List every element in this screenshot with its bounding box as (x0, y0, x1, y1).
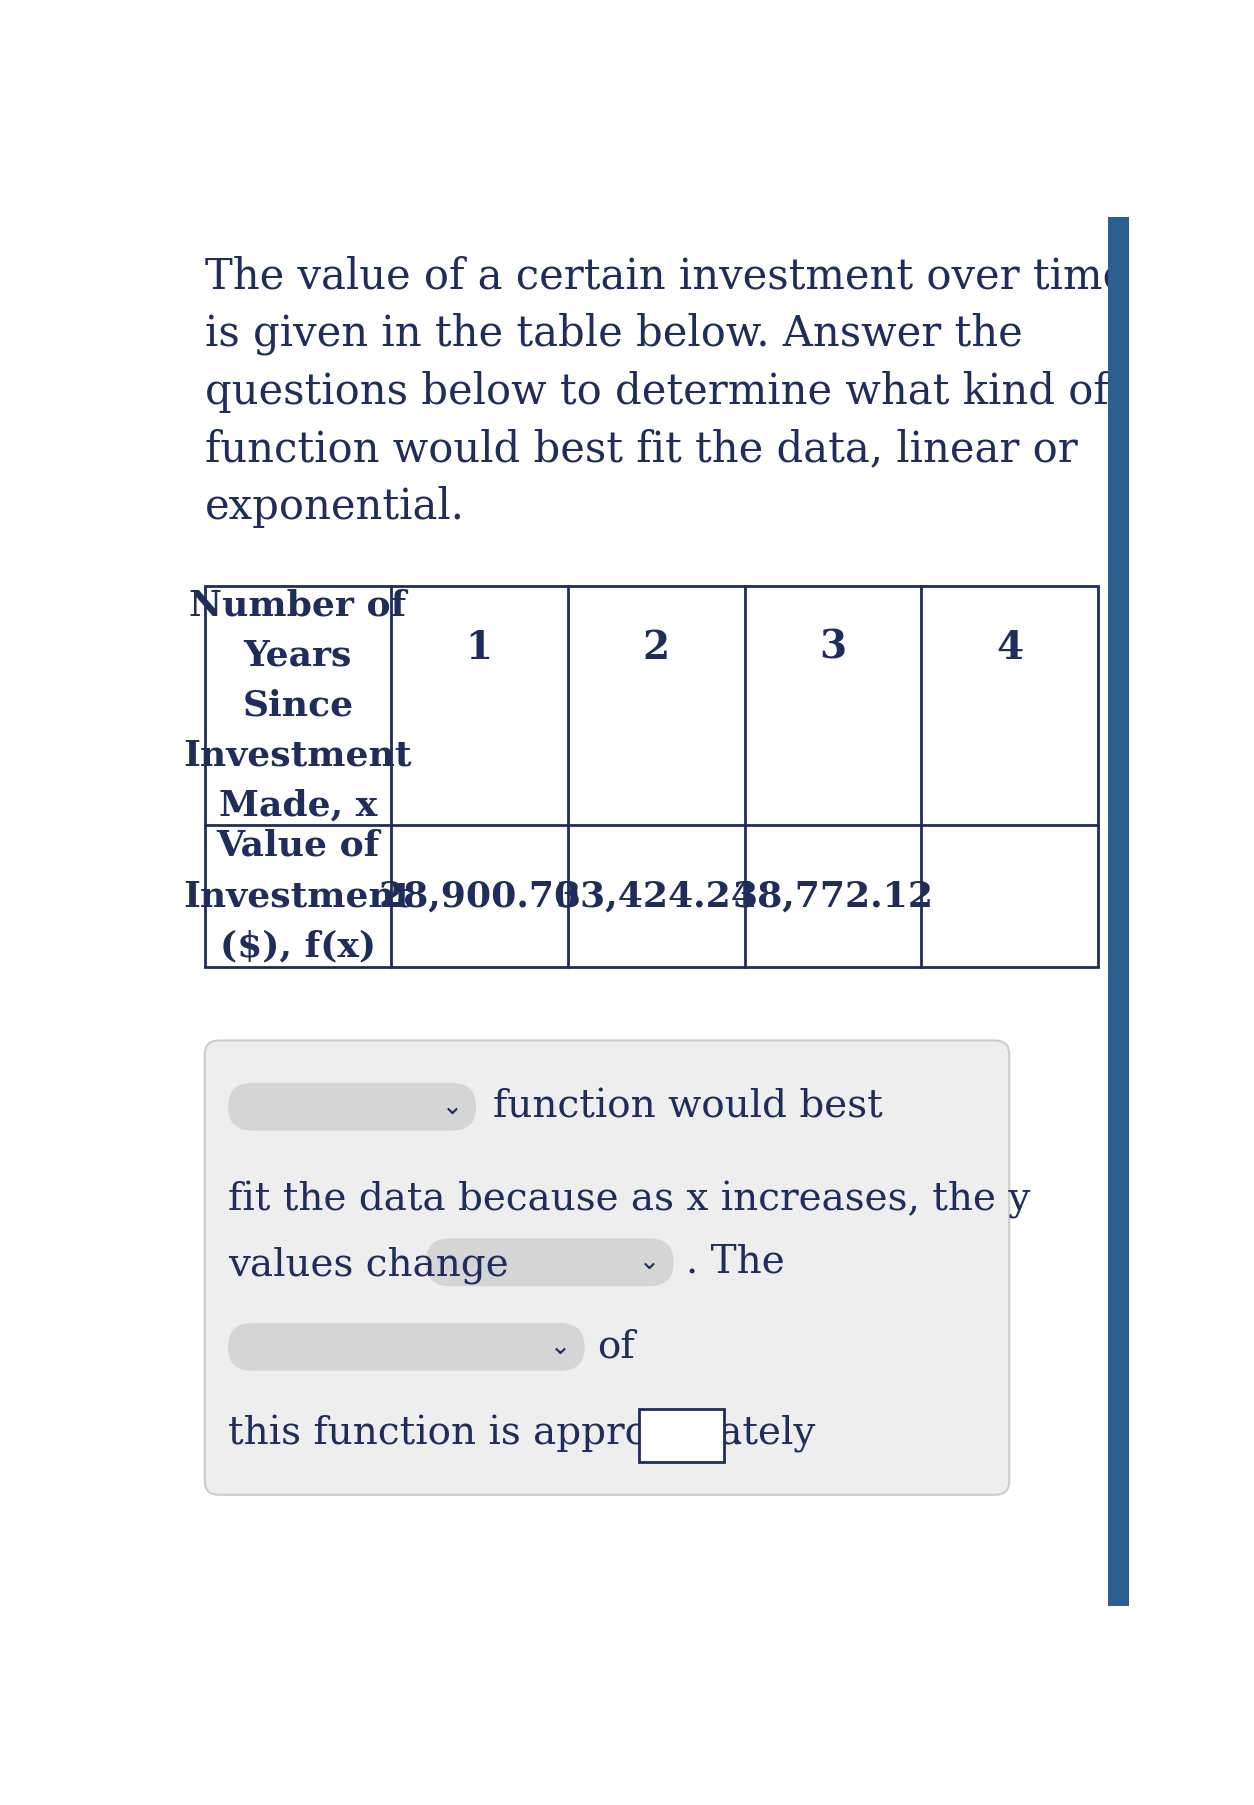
Text: of: of (597, 1328, 635, 1365)
Text: function would best: function would best (493, 1088, 883, 1125)
Text: questions below to determine what kind of: questions below to determine what kind o… (204, 370, 1109, 413)
FancyBboxPatch shape (228, 1323, 584, 1370)
Text: 33,424.24: 33,424.24 (556, 879, 756, 913)
Text: function would best fit the data, linear or: function would best fit the data, linear… (204, 428, 1077, 471)
Text: 28,900.70: 28,900.70 (379, 879, 579, 913)
FancyBboxPatch shape (638, 1410, 724, 1462)
Text: exponential.: exponential. (204, 486, 465, 529)
FancyBboxPatch shape (204, 1040, 1009, 1495)
Text: Value of
Investment
($), f(x): Value of Investment ($), f(x) (183, 828, 413, 964)
Text: ⌄: ⌄ (441, 1094, 463, 1119)
Text: fit the data because as x increases, the y: fit the data because as x increases, the… (228, 1180, 1031, 1218)
FancyBboxPatch shape (228, 1083, 477, 1130)
Text: 1: 1 (465, 628, 493, 666)
Text: is given in the table below. Answer the: is given in the table below. Answer the (204, 312, 1022, 356)
Text: Number of
Years
Since
Investment
Made, x: Number of Years Since Investment Made, x (183, 588, 413, 823)
Text: this function is approximately: this function is approximately (228, 1415, 815, 1453)
Text: 3: 3 (819, 628, 846, 666)
FancyBboxPatch shape (1109, 217, 1129, 1606)
Text: . The: . The (686, 1244, 785, 1282)
Text: ⌄: ⌄ (640, 1251, 660, 1274)
Text: 2: 2 (642, 628, 670, 666)
Text: The value of a certain investment over time: The value of a certain investment over t… (204, 255, 1127, 298)
FancyBboxPatch shape (425, 1238, 673, 1287)
Text: 4: 4 (997, 628, 1023, 666)
FancyBboxPatch shape (204, 587, 1099, 967)
Text: ⌄: ⌄ (551, 1336, 571, 1359)
Text: 38,772.12: 38,772.12 (732, 879, 933, 913)
Text: values change: values change (228, 1245, 509, 1283)
Text: .: . (730, 1415, 742, 1453)
